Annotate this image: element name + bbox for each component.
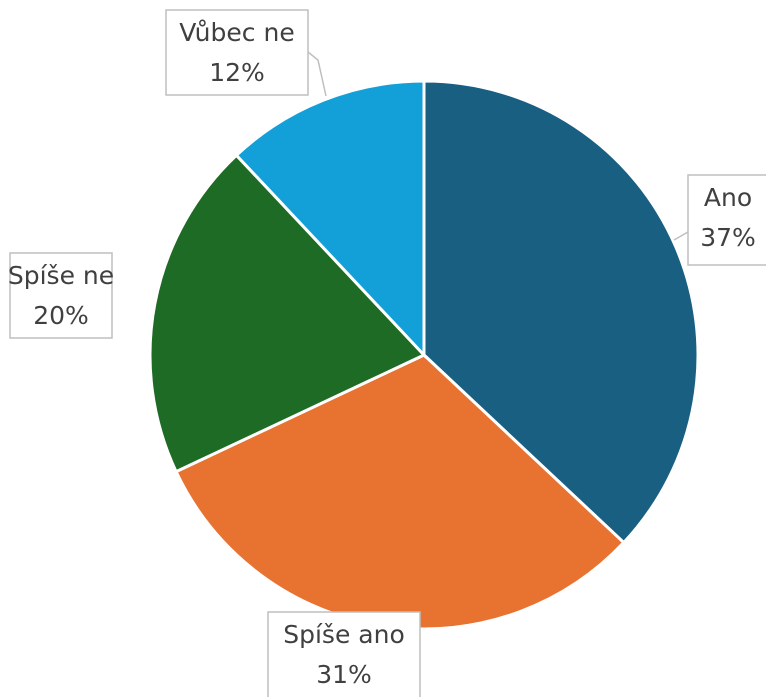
pie-slice: [234, 79, 426, 359]
value-label: 31%: [316, 660, 372, 689]
label-box: [165, 9, 309, 96]
category-label: Spíše ano: [283, 620, 405, 649]
label-box: [9, 252, 113, 339]
category-label: Spíše ne: [8, 261, 114, 290]
label-box: [687, 174, 766, 266]
value-label: 37%: [700, 223, 756, 252]
leader-line: [673, 231, 689, 241]
pie-slice: [422, 79, 700, 545]
pie-slice: [148, 153, 427, 474]
label-box: [267, 611, 421, 697]
value-label: 12%: [209, 58, 265, 87]
leader-line: [307, 51, 327, 97]
category-label: Vůbec ne: [179, 18, 294, 47]
category-label: Ano: [704, 183, 752, 212]
value-label: 20%: [33, 301, 89, 330]
